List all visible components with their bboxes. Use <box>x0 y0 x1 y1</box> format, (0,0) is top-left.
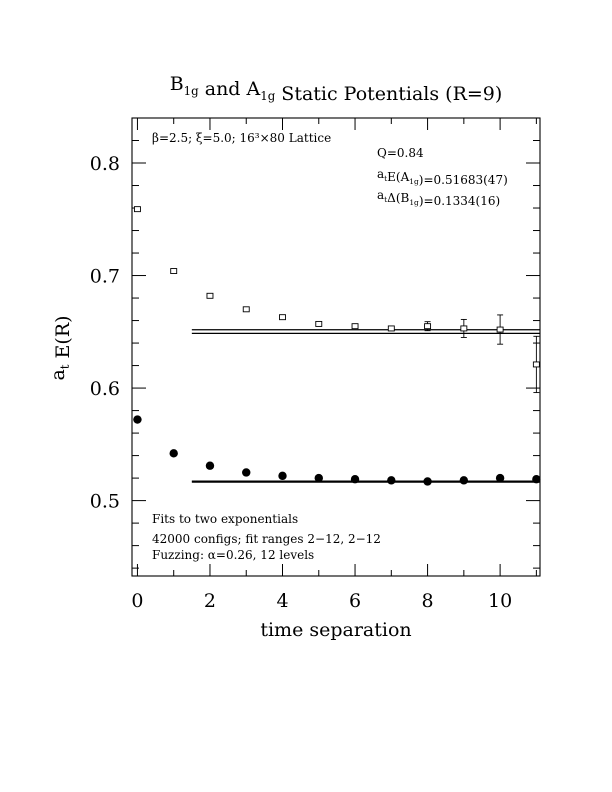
chart-title: B1g and A1g Static Potentials (R=9) <box>170 73 503 105</box>
x-tick-label: 10 <box>488 590 512 612</box>
open-square-point <box>206 292 214 299</box>
filled-circle-point <box>278 471 287 481</box>
x-tick-label: 6 <box>349 590 361 612</box>
fit-lines <box>191 329 540 483</box>
fuzzing-annotation: Fuzzing: α=0.26, 12 levels <box>152 548 314 562</box>
tick-labels: 0 2 4 6 8 10 0.5 0.6 0.7 0.8 <box>90 153 512 612</box>
filled-circle-point <box>169 449 178 458</box>
open-square-point <box>242 306 250 313</box>
open-square-point <box>460 325 468 332</box>
open-square-point <box>170 268 178 274</box>
open-square-point <box>424 323 432 330</box>
filled-circle-point <box>242 468 251 477</box>
filled-circle-point <box>532 475 541 484</box>
x-axis-label: time separation <box>260 619 411 641</box>
filled-circle-point <box>350 475 360 484</box>
open-square-point <box>387 325 395 332</box>
filled-circle-point <box>314 473 323 483</box>
lattice-annotation: β=2.5; ξ=5.0; 16³×80 Lattice <box>152 131 331 145</box>
delta-annotation: atΔ(B1g)=0.1334(16) <box>377 188 500 208</box>
filled-circle-point <box>423 477 432 486</box>
open-square-point <box>315 320 323 327</box>
y-tick-label: 0.8 <box>90 153 120 175</box>
open-square-point <box>532 361 540 368</box>
filled-circle-point <box>387 476 396 485</box>
y-tick-label: 0.5 <box>90 491 120 513</box>
configs-annotation: 42000 configs; fit ranges 2−12, 2−12 <box>152 532 381 546</box>
open-square-point <box>279 314 286 321</box>
q-annotation: Q=0.84 <box>377 146 424 160</box>
open-square-point <box>133 206 141 213</box>
x-tick-label: 8 <box>422 590 434 612</box>
energy-annotation: atE(A1g)=0.51683(47) <box>377 167 508 187</box>
x-tick-label: 0 <box>131 590 143 612</box>
open-square-point <box>496 326 504 333</box>
plot-frame <box>131 117 541 577</box>
filled-circle-point <box>459 476 469 485</box>
filled-circle-point <box>133 415 142 424</box>
data-points <box>133 206 541 486</box>
y-axis-label: at E(R) <box>47 315 74 380</box>
x-tick-label: 4 <box>276 590 288 612</box>
tick-group <box>132 117 540 576</box>
open-square-point <box>351 323 359 330</box>
y-tick-label: 0.6 <box>90 378 120 400</box>
y-tick-label: 0.7 <box>90 266 120 288</box>
filled-circle-point <box>205 461 215 470</box>
fits-annotation: Fits to two exponentials <box>152 512 298 526</box>
x-tick-label: 2 <box>204 590 216 612</box>
filled-circle-point <box>495 473 505 483</box>
